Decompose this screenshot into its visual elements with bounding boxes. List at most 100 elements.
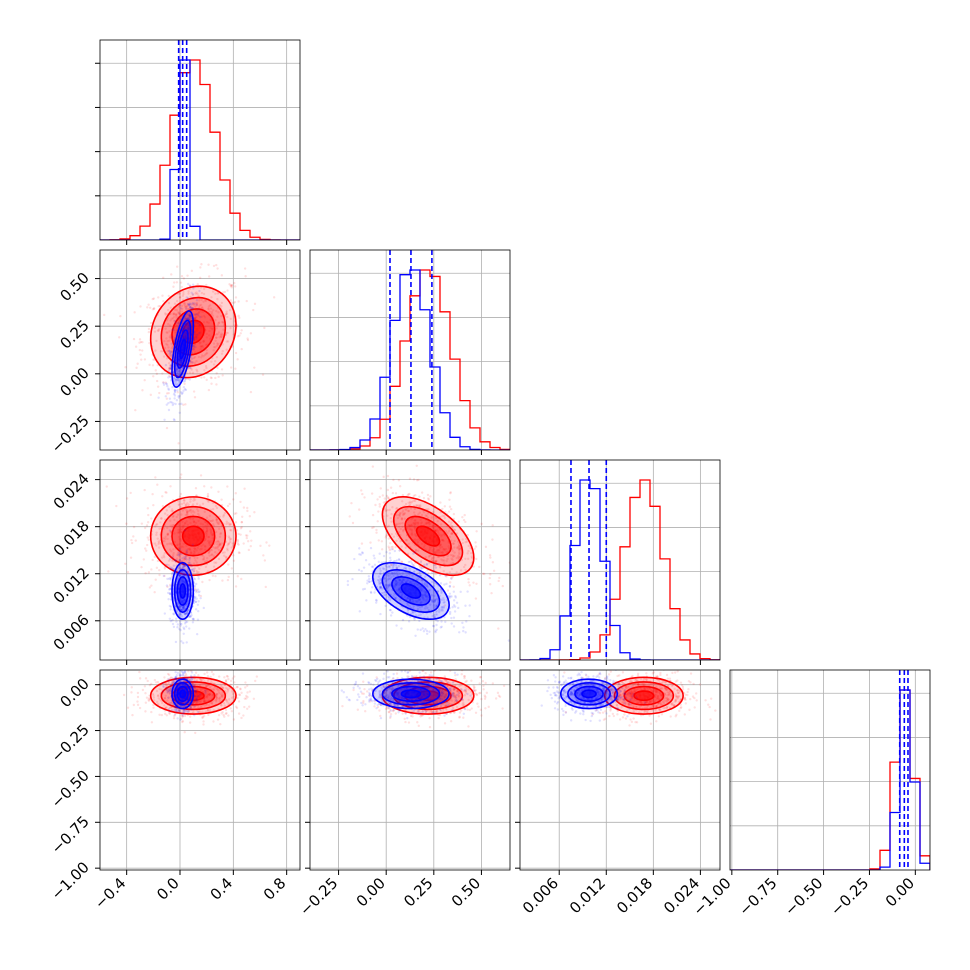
scatter-point <box>165 397 169 400</box>
scatter-point <box>183 382 186 386</box>
scatter-point <box>414 600 418 603</box>
scatter-point <box>425 521 429 525</box>
scatter-point <box>394 492 398 495</box>
scatter-point <box>199 341 203 344</box>
scatter-point <box>192 570 196 573</box>
contour-line <box>149 496 237 577</box>
scatter-point <box>184 672 187 675</box>
scatter-point <box>215 692 219 696</box>
scatter-point <box>181 714 185 717</box>
scatter-point <box>229 284 232 287</box>
scatter-point <box>168 324 172 327</box>
scatter-point <box>197 299 201 302</box>
scatter-point <box>180 361 183 364</box>
scatter-point <box>169 375 172 379</box>
scatter-point <box>193 511 196 514</box>
scatter-point <box>397 513 401 517</box>
scatter-point <box>172 708 176 712</box>
scatter-point <box>368 580 371 584</box>
scatter-point <box>187 328 190 331</box>
scatter-point <box>398 512 402 515</box>
scatter-point <box>186 610 189 613</box>
scatter-point <box>169 400 172 404</box>
scatter-point <box>215 372 218 375</box>
scatter-point <box>195 502 199 506</box>
scatter-point <box>466 557 470 561</box>
scatter-point <box>157 329 160 332</box>
scatter-point <box>180 310 184 313</box>
scatter-point <box>189 615 192 618</box>
scatter-point <box>192 520 196 524</box>
scatter-point <box>190 368 193 371</box>
scatter-point <box>191 513 195 517</box>
scatter-point <box>175 367 179 371</box>
scatter-point <box>179 530 183 534</box>
scatter-point <box>191 301 194 305</box>
scatter-point <box>401 618 405 622</box>
scatter-point <box>181 579 185 583</box>
scatter-point <box>217 331 221 334</box>
scatter-point <box>175 315 178 319</box>
scatter-point <box>177 602 180 606</box>
scatter-point <box>186 326 189 330</box>
scatter-point <box>185 558 188 561</box>
scatter-point <box>407 542 411 545</box>
scatter-point <box>185 604 188 607</box>
scatter-point <box>437 610 441 614</box>
scatter-point <box>181 579 184 583</box>
scatter-point <box>216 522 220 525</box>
scatter-point <box>232 695 235 698</box>
scatter-point <box>163 663 165 665</box>
panel-frame <box>99 39 301 241</box>
scatter-point <box>197 311 201 314</box>
scatter-point <box>167 666 169 668</box>
scatter-point <box>377 575 381 578</box>
scatter-point <box>163 676 166 679</box>
scatter-point <box>177 708 180 711</box>
scatter-point <box>166 672 170 676</box>
scatter-point <box>164 381 167 384</box>
scatter-point <box>240 329 243 332</box>
scatter-point <box>202 355 205 358</box>
scatter-point <box>173 308 177 311</box>
scatter-point <box>143 488 146 492</box>
scatter-point <box>442 533 446 536</box>
scatter-point <box>351 521 355 525</box>
scatter-point <box>399 512 402 515</box>
scatter-point <box>181 602 185 605</box>
scatter-point <box>390 545 393 549</box>
scatter-point <box>177 311 181 315</box>
scatter-point <box>198 700 202 703</box>
scatter-point <box>151 364 155 367</box>
scatter-point <box>181 567 184 570</box>
scatter-point <box>202 340 205 343</box>
scatter-point <box>204 530 207 534</box>
scatter-point <box>388 508 391 512</box>
scatter-point <box>182 608 185 611</box>
scatter-point <box>389 577 392 581</box>
scatter-point <box>402 509 405 512</box>
scatter-point <box>177 358 181 361</box>
scatter-point <box>169 524 172 528</box>
scatter-point <box>400 516 404 520</box>
scatter-point <box>383 577 387 580</box>
scatter-point <box>126 706 130 709</box>
scatter-point <box>440 620 443 623</box>
scatter-point <box>182 626 185 629</box>
scatter-point <box>144 691 147 695</box>
scatter-point <box>169 593 172 596</box>
scatter-point <box>378 503 381 506</box>
scatter-point <box>216 342 219 345</box>
scatter-point <box>184 557 187 560</box>
scatter-point <box>198 276 202 280</box>
scatter-point <box>215 699 218 702</box>
scatter-point <box>458 555 461 559</box>
scatter-point <box>403 512 407 515</box>
scatter-point <box>168 588 171 591</box>
scatter-point <box>218 699 221 703</box>
scatter-point <box>157 305 160 308</box>
scatter-point <box>175 309 178 312</box>
scatter-point <box>226 687 229 691</box>
scatter-point <box>156 680 160 684</box>
scatter-point <box>180 376 183 380</box>
